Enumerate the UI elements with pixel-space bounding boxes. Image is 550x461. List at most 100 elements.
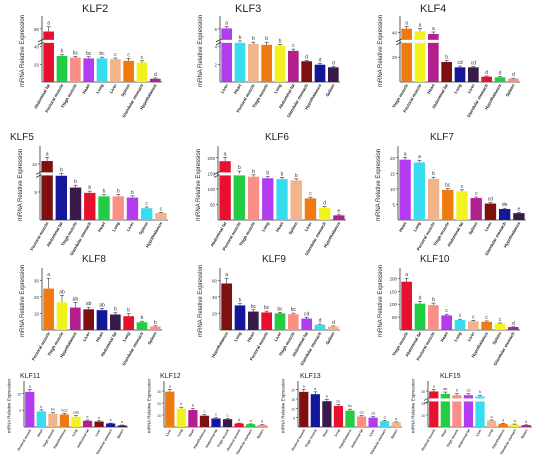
panel-11-y-tick-label: 10 (291, 407, 295, 411)
panel-3-significance-letter: c (160, 206, 163, 212)
panel-9-bar-8 (117, 425, 127, 427)
panel-12-bar-break-gap (463, 398, 474, 402)
panel-10-y-tick-label: 10 (157, 414, 161, 418)
panel-11-significance-letter: a (314, 387, 317, 391)
panel-3-significance-letter: b (117, 189, 120, 195)
panel-11-category-label: Spleen (390, 428, 399, 439)
panel-5-significance-letter: c (461, 184, 464, 190)
panel-12-significance-letter: d (514, 419, 516, 423)
panel-9-category-label: Lung (71, 428, 78, 437)
panel-6-bar-8 (150, 326, 161, 330)
panel-2-bar-break-gap (428, 39, 439, 43)
panel-6-category-label: Liver (82, 331, 92, 342)
panel-11-category-label: Lung (334, 428, 341, 437)
panel-5-y-tick-label: 5 (392, 202, 395, 207)
panel-8-bar-5 (468, 321, 479, 330)
panel-8-y-axis-label: mRNA Relative Expression (378, 265, 384, 337)
panel-6-bar-2 (70, 307, 81, 330)
panel-8-y-tick-label: 50 (392, 315, 398, 320)
panel-5-significance-letter: de (502, 202, 508, 208)
panel-11-significance-letter: cd (360, 411, 364, 415)
panel-4-bar-7 (318, 207, 331, 220)
panel-9-bar-6 (94, 421, 104, 427)
panel-10-significance-letter: d (261, 420, 263, 424)
panel-8-bar-6 (481, 321, 492, 330)
panel-2-bar-0 (401, 28, 412, 83)
panel-3-significance-letter: b (103, 189, 106, 195)
panel-1-bar-5 (288, 50, 299, 82)
panel-4-bar-break-gap (233, 172, 246, 176)
panel-3-significance-letter: a (46, 152, 49, 158)
panel-7-significance-letter: bc (291, 307, 297, 313)
panel-7-bar-4 (274, 313, 286, 330)
panel-4-bar-8 (333, 215, 345, 220)
panel-8-significance-letter: c (472, 314, 475, 320)
panel-5-significance-letter: cd (488, 196, 494, 202)
panel-9-significance-letter: b (40, 405, 42, 409)
panel-12-title: KLF15 (440, 373, 461, 380)
panel-10-title: KLF12 (160, 373, 181, 380)
panel-7-title: KLF9 (262, 254, 286, 265)
panel-9-significance-letter: a (29, 385, 32, 389)
panel-4-category-label: Liver (303, 221, 313, 232)
panel-7-y-axis-label: mRNA Relative Expression (198, 265, 204, 337)
panel-11-category-label: Heart (322, 429, 329, 438)
panel-9-bar-4 (71, 416, 81, 427)
panel-5-significance-letter: a (418, 154, 421, 160)
panel-8-y-tick-label: 200 (389, 276, 397, 281)
panel-1-bar-1 (234, 42, 246, 82)
panel-2-significance-letter: a (432, 26, 435, 32)
panel-0-significance-letter: d (154, 72, 157, 78)
panel-6-bar-0 (43, 288, 54, 330)
panel-4-significance-letter: a (224, 152, 227, 158)
panel-1-bar-2 (248, 43, 259, 82)
panel-7-bar-5 (288, 314, 299, 330)
panel-2-bar-break-gap (414, 39, 426, 43)
panel-10-bar-3 (199, 415, 210, 427)
panel-6-title: KLF8 (82, 254, 106, 265)
panel-2-category-label: Spleen (505, 83, 516, 98)
panel-6-category-label: Spleen (147, 331, 158, 346)
panel-10-y-axis-label: mRNA Relative Expression (147, 378, 152, 433)
panel-10-bar-7 (246, 424, 256, 427)
panel-11-significance-letter: cd (371, 412, 375, 416)
panel-0-bar-2 (70, 57, 81, 82)
panel-12-bar-0 (429, 391, 439, 427)
panel-4-bar-3 (262, 178, 274, 220)
panel-3-significance-letter: b (131, 190, 134, 196)
panel-1-bar-6 (301, 61, 312, 82)
panel-0-category-label: Lung (95, 83, 105, 95)
panel-8-significance-letter: b (419, 295, 422, 301)
panel-7-significance-letter: d (319, 318, 322, 324)
panel-8-bar-7 (494, 323, 506, 330)
panel-4-bar-4 (276, 179, 288, 220)
panel-4-bar-break-gap (262, 172, 274, 176)
panel-3-category-label: Heart (97, 220, 107, 232)
panel-0-significance-letter: a (47, 21, 50, 27)
panel-12-category-label: Liver (475, 428, 483, 437)
panel-9-category-label: Abdominal fat (76, 429, 90, 449)
panel-2-y-tick-label: 20 (392, 55, 398, 60)
panel-9-significance-letter: e (121, 420, 123, 424)
panel-11-category-label: Abdominal fat (350, 429, 364, 449)
panel-7-significance-letter: bc (251, 304, 257, 310)
panel-2-y-axis-label: mRNA Relative Expression (378, 15, 384, 87)
panel-1-significance-letter: d (319, 57, 322, 63)
panel-11-significance-letter: bc (336, 399, 340, 403)
panel-4-bar-6 (304, 198, 317, 220)
panel-8-bar-4 (454, 320, 466, 330)
panel-3-bar-4 (98, 196, 110, 220)
panel-4-significance-letter: b (238, 165, 241, 171)
panel-2-significance-letter: b (445, 55, 448, 61)
panel-10-significance-letter: c (204, 410, 206, 414)
panel-12-bar-break-gap (440, 398, 450, 402)
panel-3-bar-break-gap (69, 172, 82, 176)
panel-12-y-tick-label: 20 (421, 402, 425, 406)
panel-9-bar-0 (25, 391, 35, 427)
panel-2-category-label: Liver (466, 83, 476, 94)
panel-1-category-label: Lung (273, 83, 283, 95)
panel-1-significance-letter: d (305, 54, 308, 60)
panel-3-significance-letter: b (74, 179, 77, 185)
panel-9-bar-2 (48, 413, 58, 427)
panel-9-bar-5 (82, 420, 93, 427)
